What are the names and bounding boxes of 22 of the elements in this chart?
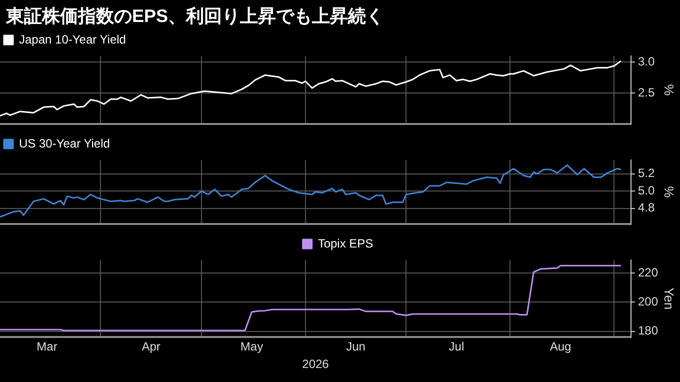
y-tick-label: 200 (638, 294, 658, 309)
legend-label: US 30-Year Yield (19, 136, 110, 150)
x-tick-label: Aug (550, 340, 572, 354)
y-axis-title: % (662, 186, 677, 198)
chart-title: 東証株価指数のEPS、利回り上昇でも上昇続く (6, 5, 384, 28)
x-axis-title: 2026 (302, 357, 330, 372)
x-tick-label: May (240, 340, 264, 354)
x-tick-label: Apr (142, 340, 160, 354)
y-tick-label: 4.8 (638, 200, 656, 215)
y-tick-label: 5.0 (638, 183, 656, 198)
y-axis-title: % (662, 84, 677, 96)
x-tick-label: Jul (448, 340, 464, 354)
x-tick-label: Jun (346, 340, 366, 354)
y-tick-label: 180 (638, 324, 658, 338)
y-tick-label: 3.0 (638, 54, 656, 68)
y-tick-label: 2.5 (638, 85, 656, 100)
x-tick-label: Mar (36, 340, 58, 354)
y-axis-title: Yen (662, 288, 677, 310)
y-tick-label: 5.2 (638, 166, 656, 180)
y-tick-label: 220 (638, 265, 658, 280)
legend-label: Topix EPS (318, 236, 374, 250)
legend-label: Japan 10-Year Yield (19, 32, 126, 46)
